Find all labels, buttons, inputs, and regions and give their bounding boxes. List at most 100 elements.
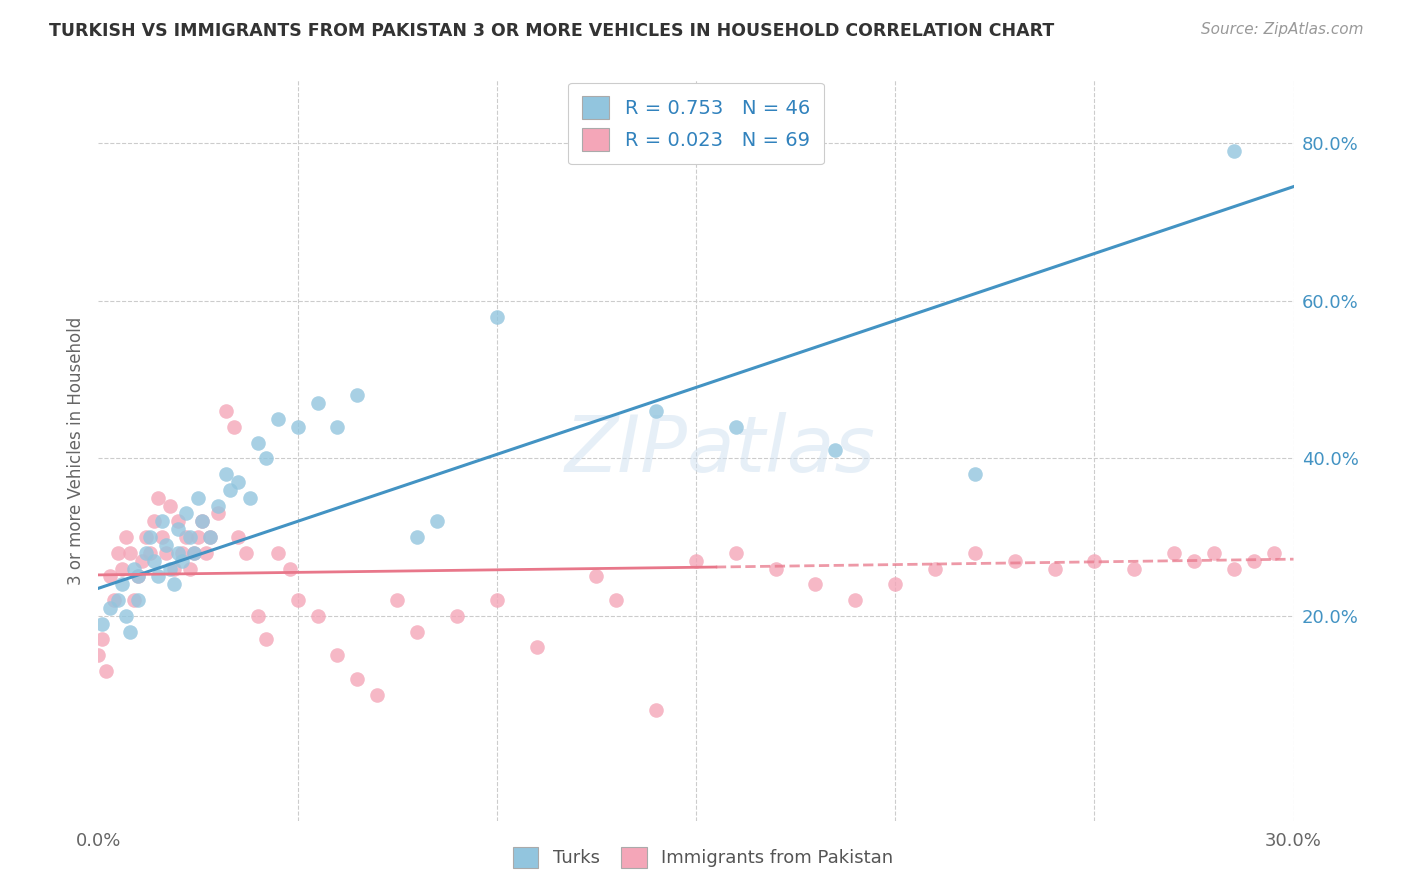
Point	[1243, 554, 1265, 568]
Point	[179, 530, 201, 544]
Point	[235, 546, 257, 560]
Point	[824, 443, 846, 458]
Point	[167, 514, 190, 528]
Point	[207, 499, 229, 513]
Point	[127, 593, 149, 607]
Point	[198, 530, 221, 544]
Point	[148, 491, 170, 505]
Point	[91, 632, 114, 647]
Point	[246, 608, 269, 623]
Point	[346, 672, 368, 686]
Point	[103, 593, 125, 607]
Point	[226, 530, 249, 544]
Point	[115, 608, 138, 623]
Point	[150, 514, 173, 528]
Point	[254, 451, 277, 466]
Point	[963, 546, 986, 560]
Point	[183, 546, 205, 560]
Point	[155, 546, 177, 560]
Point	[526, 640, 548, 655]
Point	[163, 577, 186, 591]
Point	[485, 310, 508, 324]
Point	[91, 616, 114, 631]
Point	[1223, 144, 1246, 158]
Text: TURKISH VS IMMIGRANTS FROM PAKISTAN 3 OR MORE VEHICLES IN HOUSEHOLD CORRELATION : TURKISH VS IMMIGRANTS FROM PAKISTAN 3 OR…	[49, 22, 1054, 40]
Point	[135, 546, 157, 560]
Point	[326, 648, 349, 663]
Point	[215, 404, 238, 418]
Point	[246, 435, 269, 450]
Point	[150, 530, 173, 544]
Point	[287, 593, 309, 607]
Point	[406, 624, 429, 639]
Point	[1202, 546, 1225, 560]
Point	[167, 546, 190, 560]
Point	[131, 554, 153, 568]
Point	[685, 554, 707, 568]
Legend: Turks, Immigrants from Pakistan: Turks, Immigrants from Pakistan	[502, 836, 904, 879]
Point	[287, 420, 309, 434]
Point	[207, 507, 229, 521]
Point	[172, 554, 194, 568]
Point	[1263, 546, 1285, 560]
Point	[645, 404, 668, 418]
Point	[267, 546, 290, 560]
Point	[406, 530, 429, 544]
Point	[107, 593, 129, 607]
Point	[172, 546, 194, 560]
Point	[605, 593, 627, 607]
Point	[446, 608, 468, 623]
Point	[124, 593, 146, 607]
Point	[198, 530, 221, 544]
Point	[187, 491, 209, 505]
Point	[87, 648, 110, 663]
Point	[844, 593, 866, 607]
Point	[1004, 554, 1026, 568]
Point	[179, 561, 201, 575]
Point	[159, 499, 181, 513]
Point	[366, 688, 388, 702]
Point	[278, 561, 301, 575]
Point	[135, 530, 157, 544]
Point	[155, 538, 177, 552]
Point	[215, 467, 238, 481]
Point	[98, 569, 122, 583]
Point	[98, 601, 122, 615]
Point	[167, 522, 190, 536]
Point	[385, 593, 409, 607]
Point	[159, 561, 181, 575]
Point	[148, 569, 170, 583]
Point	[111, 561, 134, 575]
Point	[143, 554, 166, 568]
Point	[645, 703, 668, 717]
Text: Source: ZipAtlas.com: Source: ZipAtlas.com	[1201, 22, 1364, 37]
Y-axis label: 3 or more Vehicles in Household: 3 or more Vehicles in Household	[66, 317, 84, 584]
Point	[724, 546, 747, 560]
Point	[1123, 561, 1146, 575]
Point	[346, 388, 368, 402]
Point	[127, 569, 149, 583]
Point	[96, 664, 118, 678]
Point	[884, 577, 907, 591]
Point	[115, 530, 138, 544]
Point	[426, 514, 449, 528]
Point	[191, 514, 214, 528]
Point	[724, 420, 747, 434]
Point	[267, 412, 290, 426]
Point	[963, 467, 986, 481]
Point	[254, 632, 277, 647]
Point	[1043, 561, 1066, 575]
Point	[107, 546, 129, 560]
Point	[222, 420, 245, 434]
Legend: R = 0.753   N = 46, R = 0.023   N = 69: R = 0.753 N = 46, R = 0.023 N = 69	[568, 83, 824, 164]
Point	[183, 546, 205, 560]
Point	[195, 546, 218, 560]
Point	[174, 507, 197, 521]
Point	[765, 561, 787, 575]
Point	[124, 561, 146, 575]
Point	[139, 530, 162, 544]
Point	[143, 514, 166, 528]
Text: ZIPatlas: ZIPatlas	[564, 412, 876, 489]
Point	[1163, 546, 1185, 560]
Point	[485, 593, 508, 607]
